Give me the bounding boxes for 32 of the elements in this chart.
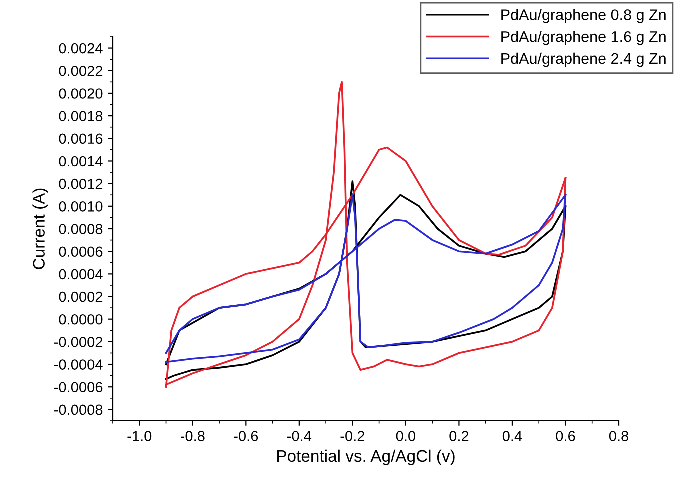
x-tick-label: -0.4 (288, 431, 312, 442)
x-axis-title: Potential vs. Ag/AgCl (v) (278, 450, 455, 466)
legend-label: PdAu/graphene 0.8 g Zn (502, 9, 666, 24)
x-tick-label: -0.8 (180, 431, 205, 442)
y-tick-label: 0.0010 (59, 202, 103, 212)
legend-label: PdAu/graphene 2.4 g Zn (502, 52, 666, 68)
y-tick-label: 0.0024 (59, 43, 103, 54)
y-tick-label: 0.0022 (59, 66, 103, 76)
x-tick-label: -0.2 (340, 431, 365, 442)
x-tick-label: -1.0 (128, 431, 152, 442)
y-tick-label: 0.0004 (59, 269, 103, 280)
y-tick-label: 0.0008 (59, 224, 103, 234)
y-tick-label: -0.0006 (54, 382, 103, 393)
legend-label: PdAu/graphene 1.6 g Zn (502, 31, 666, 46)
x-tick-label: 0.0 (396, 431, 416, 442)
y-tick-label: 0.0000 (59, 314, 103, 325)
y-tick-label: 0.0006 (59, 246, 103, 258)
y-tick-label: 0.0014 (59, 156, 103, 167)
y-tick-label: 0.0020 (59, 88, 103, 99)
y-tick-label: 0.0012 (59, 178, 103, 190)
y-axis-title: Current (A) (32, 188, 48, 270)
x-tick-label: 0.4 (502, 431, 522, 442)
y-tick-label: -0.0008 (54, 404, 103, 416)
y-tick-label: 0.0016 (59, 134, 103, 144)
y-tick-label: 0.0002 (59, 292, 103, 302)
x-tick-label: 0.8 (609, 431, 629, 442)
y-tick-label: -0.0004 (54, 360, 103, 370)
x-tick-label: -0.6 (234, 431, 258, 442)
x-tick-label: 0.2 (450, 431, 469, 442)
y-tick-label: 0.0018 (59, 111, 103, 122)
x-tick-label: 0.6 (556, 431, 576, 442)
y-tick-label: -0.0002 (54, 337, 103, 348)
